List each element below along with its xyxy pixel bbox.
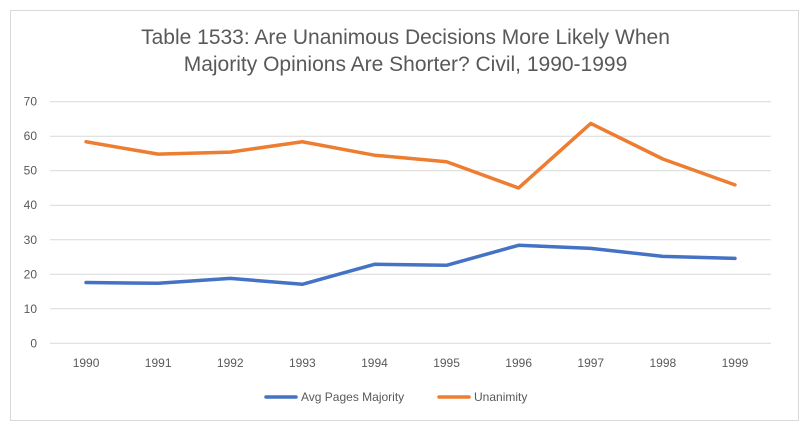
y-tick-label: 50: [24, 164, 38, 178]
x-tick-label: 1997: [577, 356, 604, 370]
y-tick-label: 60: [24, 129, 38, 143]
legend-label: Avg Pages Majority: [301, 390, 404, 404]
y-tick-label: 40: [24, 198, 38, 212]
x-tick-label: 1999: [722, 356, 749, 370]
series-line-0: [84, 243, 737, 287]
y-tick-label: 30: [24, 233, 38, 247]
x-tick-label: 1998: [649, 356, 676, 370]
x-tick-label: 1990: [73, 356, 100, 370]
y-tick-label: 0: [30, 336, 37, 350]
x-tick-label: 1993: [289, 356, 316, 370]
x-tick-label: 1991: [145, 356, 172, 370]
legend-label: Unanimity: [474, 390, 527, 404]
chart-title-line-1: Table 1533: Are Unanimous Decisions More…: [141, 26, 670, 49]
x-tick-label: 1995: [433, 356, 460, 370]
x-tick-label: 1994: [361, 356, 388, 370]
series-line-1: [84, 121, 737, 190]
chart-frame: [10, 10, 799, 421]
x-tick-label: 1996: [505, 356, 532, 370]
chart-title-line-2: Majority Opinions Are Shorter? Civil, 19…: [183, 53, 628, 76]
y-tick-label: 70: [24, 95, 38, 109]
x-tick-label: 1992: [217, 356, 244, 370]
chart-title: Table 1533: Are Unanimous Decisions More…: [0, 24, 811, 78]
y-tick-label: 20: [24, 267, 38, 281]
y-tick-label: 10: [24, 302, 38, 316]
